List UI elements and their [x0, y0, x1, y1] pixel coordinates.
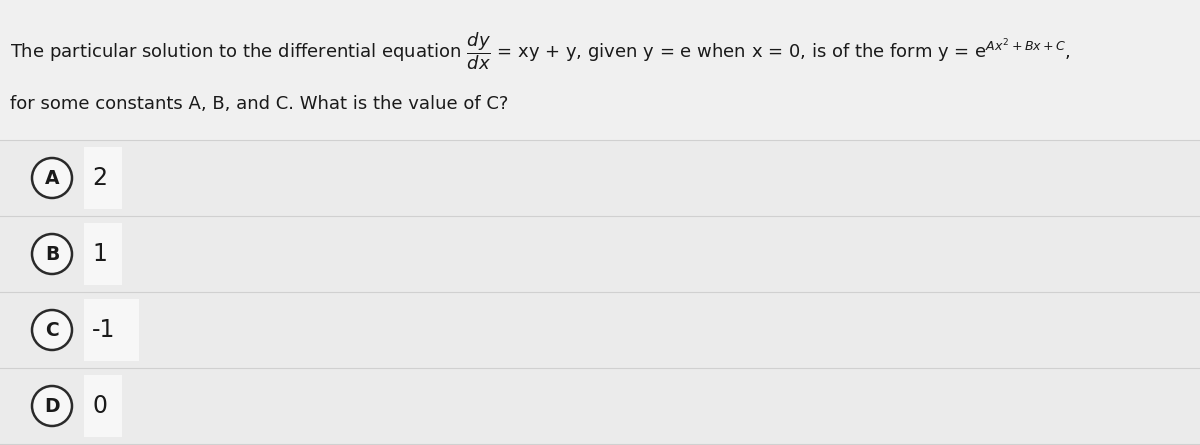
Text: A: A: [44, 169, 59, 187]
FancyBboxPatch shape: [0, 0, 1200, 140]
Text: for some constants A, B, and C. What is the value of C?: for some constants A, B, and C. What is …: [10, 95, 509, 113]
FancyBboxPatch shape: [0, 140, 1200, 216]
Text: 2: 2: [92, 166, 107, 190]
Ellipse shape: [32, 386, 72, 426]
Text: D: D: [44, 396, 60, 416]
Ellipse shape: [32, 158, 72, 198]
FancyBboxPatch shape: [84, 375, 122, 437]
FancyBboxPatch shape: [0, 216, 1200, 292]
FancyBboxPatch shape: [84, 299, 139, 361]
FancyBboxPatch shape: [84, 147, 122, 209]
Text: 1: 1: [92, 242, 107, 266]
Text: -1: -1: [92, 318, 115, 342]
Text: 0: 0: [92, 394, 107, 418]
FancyBboxPatch shape: [0, 292, 1200, 368]
Text: The particular solution to the differential equation $\dfrac{dy}{dx}$ = xy + y, : The particular solution to the different…: [10, 30, 1070, 72]
FancyBboxPatch shape: [0, 368, 1200, 444]
Text: B: B: [44, 244, 59, 263]
Ellipse shape: [32, 310, 72, 350]
Text: C: C: [46, 320, 59, 340]
FancyBboxPatch shape: [84, 223, 122, 285]
Ellipse shape: [32, 234, 72, 274]
